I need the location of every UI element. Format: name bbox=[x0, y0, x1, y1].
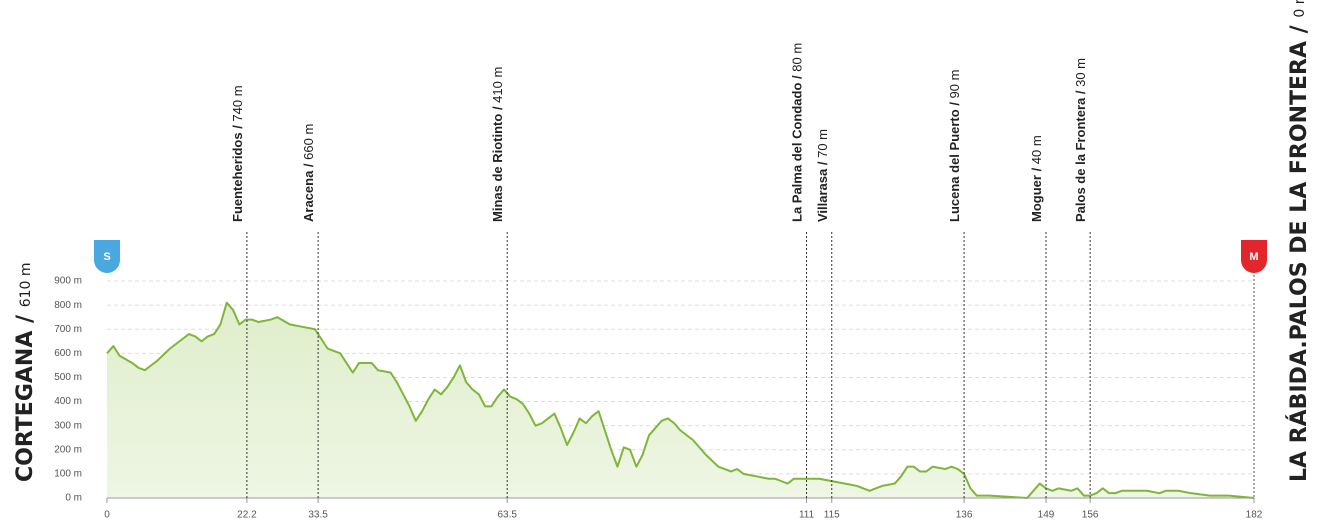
waypoint-altitude: 80 m bbox=[790, 43, 805, 72]
separator: / bbox=[302, 160, 317, 171]
separator: / bbox=[790, 72, 805, 83]
separator: / bbox=[1074, 87, 1089, 98]
waypoint-name: Lucena del Puerto bbox=[948, 109, 963, 222]
x-tick-label: 149 bbox=[1038, 510, 1055, 521]
waypoint-altitude: 740 m bbox=[230, 85, 245, 121]
waypoint-label: Lucena del Puerto / 90 m bbox=[948, 70, 963, 222]
waypoint-label: Aracena / 660 m bbox=[302, 124, 317, 222]
separator: / bbox=[948, 98, 963, 109]
waypoint-name: La Palma del Condado bbox=[790, 83, 805, 222]
start-altitude: 610 m bbox=[18, 262, 34, 307]
x-tick-label: 156 bbox=[1082, 510, 1099, 521]
start-badge: S bbox=[94, 240, 120, 273]
y-tick-label: 500 m bbox=[54, 372, 82, 383]
x-tick-label: 111 bbox=[799, 510, 815, 521]
y-tick-label: 700 m bbox=[54, 324, 82, 335]
waypoint-label: Villarasa / 70 m bbox=[815, 129, 830, 222]
waypoint-name: Palos de la Frontera bbox=[1074, 97, 1089, 222]
x-tick-label: 0 bbox=[104, 510, 110, 521]
x-tick-label: 136 bbox=[956, 510, 973, 521]
waypoint-label: Minas de Riotinto / 410 m bbox=[491, 67, 506, 222]
elevation-line bbox=[106, 301, 1255, 499]
separator: / bbox=[491, 103, 506, 114]
finish-label: LA RÁBIDA.PALOS DE LA FRONTERA / 0 m bbox=[1286, 0, 1312, 482]
waypoint-label: Palos de la Frontera / 30 m bbox=[1074, 58, 1089, 222]
separator: / bbox=[230, 122, 245, 133]
y-tick-label: 400 m bbox=[54, 396, 82, 407]
y-tick-label: 900 m bbox=[54, 276, 82, 287]
waypoint-altitude: 660 m bbox=[302, 124, 317, 160]
separator: / bbox=[1029, 164, 1044, 175]
finish-badge-text: M bbox=[1249, 251, 1258, 263]
x-tick-label: 182 bbox=[1246, 510, 1263, 521]
start-badge-text: S bbox=[103, 251, 110, 263]
elevation-area bbox=[107, 302, 1254, 498]
waypoint-name: Villarasa bbox=[815, 168, 830, 222]
finish-name: LA RÁBIDA.PALOS DE LA FRONTERA bbox=[1286, 41, 1312, 482]
y-tick-label: 0 m bbox=[65, 493, 82, 504]
separator: / bbox=[13, 307, 38, 330]
waypoint-altitude: 30 m bbox=[1074, 58, 1089, 87]
waypoint-label: La Palma del Condado / 80 m bbox=[790, 43, 805, 222]
y-tick-label: 600 m bbox=[54, 348, 82, 359]
waypoint-label: Moguer / 40 m bbox=[1029, 135, 1044, 222]
y-tick-label: 300 m bbox=[54, 420, 82, 431]
x-tick-label: 22.2 bbox=[237, 510, 257, 521]
waypoint-name: Minas de Riotinto bbox=[491, 114, 506, 222]
waypoint-name: Aracena bbox=[302, 170, 317, 222]
waypoint-label: Fuenteheridos / 740 m bbox=[230, 85, 245, 222]
separator: / bbox=[815, 158, 830, 169]
x-tick-label: 63.5 bbox=[497, 510, 517, 521]
waypoint-altitude: 40 m bbox=[1029, 135, 1044, 164]
x-tick-label: 33.5 bbox=[308, 510, 328, 521]
waypoint-altitude: 410 m bbox=[491, 67, 506, 103]
finish-badge: M bbox=[1241, 240, 1267, 273]
y-tick-label: 200 m bbox=[54, 444, 82, 455]
separator: / bbox=[1287, 18, 1312, 41]
waypoint-name: Fuenteheridos bbox=[230, 132, 245, 222]
waypoint-altitude: 70 m bbox=[815, 129, 830, 158]
y-tick-label: 100 m bbox=[54, 469, 82, 480]
finish-altitude: 0 m bbox=[1292, 0, 1308, 18]
y-tick-label: 800 m bbox=[54, 300, 82, 311]
waypoint-name: Moguer bbox=[1029, 175, 1044, 222]
x-tick-label: 115 bbox=[824, 510, 840, 521]
waypoint-altitude: 90 m bbox=[948, 70, 963, 99]
start-name: CORTEGANA bbox=[13, 331, 38, 482]
start-label: CORTEGANA / 610 m bbox=[13, 262, 38, 482]
